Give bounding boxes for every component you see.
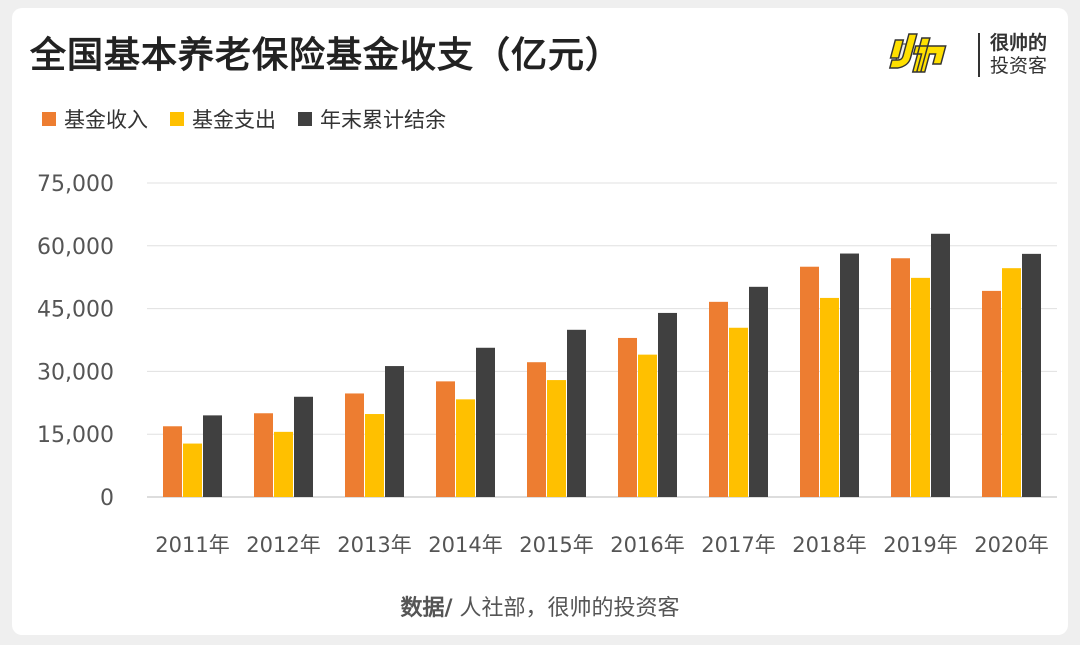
bar-6-0 [709,301,728,497]
bar-7-2 [840,253,859,497]
y-tick-label: 0 [100,486,114,511]
bar-9-2 [1022,253,1041,497]
legend: 基金收入 基金支出 年末累计结余 [42,104,446,134]
source-note: 数据/ 人社部，很帅的投资客 [0,590,1080,622]
legend-item-expense: 基金支出 [170,104,276,134]
legend-swatch [298,112,312,126]
x-tick-label: 2019年 [883,533,957,557]
x-tick-label: 2013年 [337,533,411,557]
legend-swatch [170,112,184,126]
legend-label: 年末累计结余 [320,108,446,132]
bar-4-2 [567,329,586,497]
bar-8-0 [891,258,910,497]
bar-7-1 [820,297,839,497]
y-tick-label: 15,000 [37,423,114,448]
bar-8-2 [931,233,950,497]
bar-0-2 [203,415,222,497]
bar-4-1 [547,380,566,497]
bar-2-2 [385,366,404,497]
bar-5-1 [638,354,657,497]
y-tick-label: 75,000 [37,172,114,197]
bar-1-0 [254,413,273,497]
x-tick-label: 2015年 [519,533,593,557]
x-tick-label: 2016年 [610,533,684,557]
bar-6-1 [729,327,748,497]
x-tick-label: 2014年 [428,533,502,557]
x-tick-label: 2012年 [246,533,320,557]
x-tick-label: 2018年 [792,533,866,557]
y-tick-label: 30,000 [37,360,114,385]
logo: 很帅的 投资客 [884,30,1054,80]
chart-title: 全国基本养老保险基金收支（亿元） [30,35,623,76]
bar-0-1 [183,443,202,497]
bar-2-0 [345,393,364,497]
legend-label: 基金支出 [192,108,276,132]
bar-9-0 [982,290,1001,497]
bar-5-2 [658,312,677,497]
bar-7-0 [800,266,819,497]
bar-3-2 [476,347,495,497]
bar-1-2 [294,396,313,497]
bar-2-1 [365,414,384,497]
x-tick-label: 2011年 [155,533,229,557]
bar-6-2 [749,286,768,497]
legend-label: 基金收入 [64,108,148,132]
y-tick-label: 45,000 [37,298,114,323]
logo-text-line1: 很帅的 [990,32,1048,54]
logo-text-line2: 投资客 [990,55,1048,77]
x-tick-label: 2020年 [974,533,1048,557]
bar-9-1 [1002,268,1021,497]
logo-divider [978,33,980,77]
bar-3-0 [436,381,455,497]
legend-swatch [42,112,56,126]
source-label: 数据/ [400,596,453,621]
bar-4-0 [527,362,546,497]
legend-item-balance: 年末累计结余 [298,104,446,134]
bar-1-1 [274,431,293,497]
logo-mark-icon [888,33,947,73]
y-tick-label: 60,000 [37,235,114,260]
logo-text: 很帅的 投资客 [990,32,1054,78]
bar-8-1 [911,277,930,497]
legend-item-income: 基金收入 [42,104,148,134]
x-tick-label: 2017年 [701,533,775,557]
bar-0-0 [163,426,182,497]
source-text: 人社部，很帅的投资客 [452,596,680,621]
bar-5-0 [618,337,637,497]
bar-3-1 [456,399,475,497]
